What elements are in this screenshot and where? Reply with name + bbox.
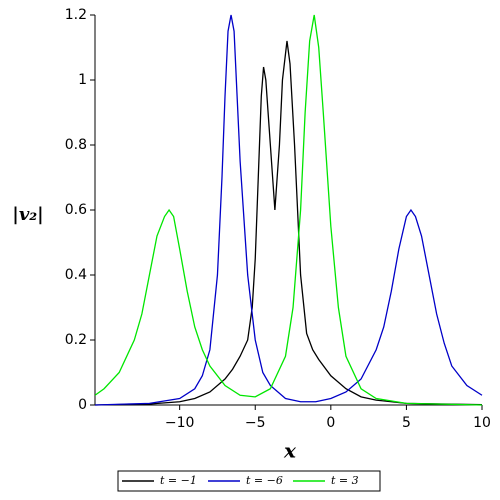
legend-box: [117, 470, 381, 492]
legend-label: t = 3: [331, 474, 359, 487]
series-line: [95, 14, 483, 406]
y-tick-label: 1.2: [65, 7, 87, 23]
x-axis-label: x: [283, 439, 297, 463]
series-line: [95, 14, 483, 406]
x-tick-label: 5: [402, 415, 411, 431]
y-tick-label: 0: [78, 397, 87, 413]
x-tick-label: 0: [326, 415, 335, 431]
y-tick-label: 1: [78, 72, 87, 88]
y-tick-label: 0.8: [65, 137, 87, 153]
x-tick-label: 10: [473, 415, 491, 431]
y-tick-label: 0.6: [65, 202, 87, 218]
series-line: [95, 40, 483, 406]
legend-label: t = −6: [246, 474, 283, 487]
x-tick-label: −10: [165, 415, 195, 431]
legend-label: t = −1: [160, 474, 197, 487]
y-tick-label: 0.4: [65, 267, 87, 283]
x-tick-label: −5: [245, 415, 266, 431]
y-tick-label: 0.2: [65, 332, 87, 348]
y-axis-label: |v₂|: [12, 204, 43, 225]
